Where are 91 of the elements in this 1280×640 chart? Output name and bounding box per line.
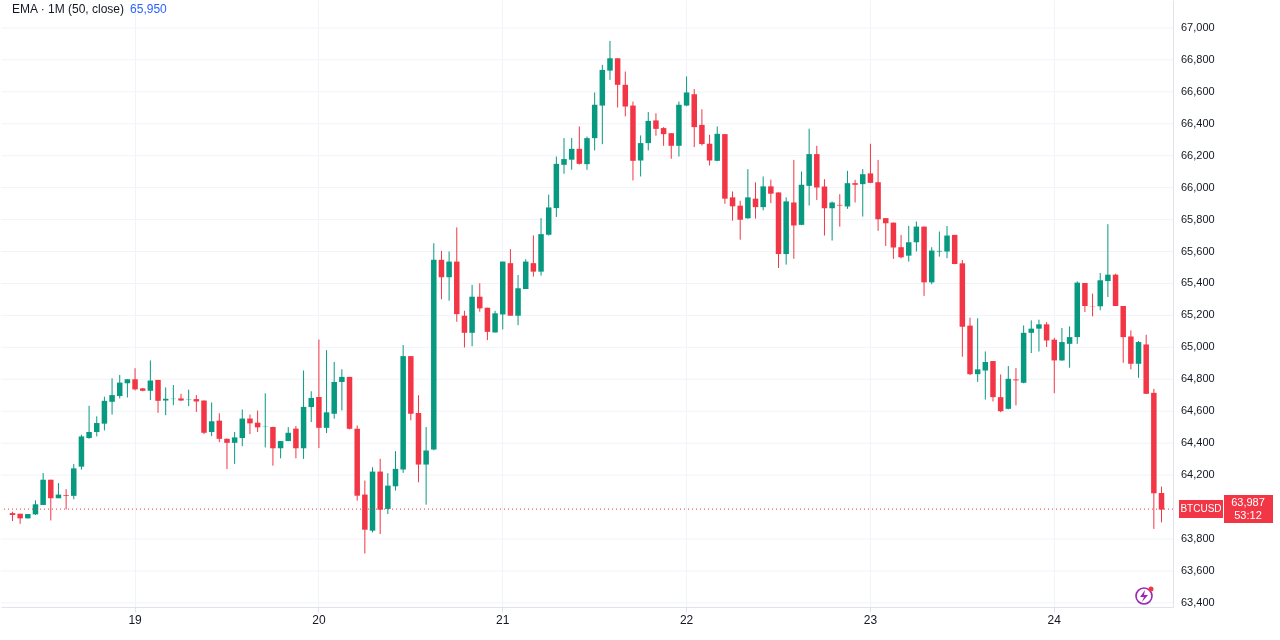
candlestick	[208, 401, 215, 437]
x-tick-label: 22	[679, 612, 694, 627]
y-tick-label: 64,400	[1181, 436, 1215, 449]
x-tick-label: 19	[128, 612, 143, 627]
candlestick	[247, 414, 253, 435]
candlestick	[974, 317, 981, 383]
candlestick	[645, 111, 652, 151]
candlestick	[155, 379, 161, 414]
candlestick	[852, 179, 858, 203]
y-tick-label: 63,800	[1181, 531, 1215, 544]
candlestick	[224, 437, 230, 470]
y-tick-label: 67,000	[1181, 20, 1215, 33]
candlestick	[683, 75, 690, 107]
candlestick	[729, 190, 736, 222]
y-tick-label: 66,200	[1181, 148, 1215, 161]
candlestick	[1036, 319, 1042, 352]
candlestick	[844, 170, 851, 210]
y-tick-label: 64,800	[1181, 372, 1215, 385]
candlestick	[699, 108, 705, 146]
candlestick	[1105, 223, 1111, 298]
candlestick	[860, 168, 866, 218]
candlestick	[477, 282, 483, 313]
candlestick	[109, 377, 115, 416]
candlestick	[94, 415, 100, 437]
candlestick	[1043, 321, 1050, 348]
candlestick	[898, 234, 904, 259]
y-tick-label: 66,600	[1181, 84, 1215, 97]
y-tick-label: 65,000	[1181, 340, 1215, 353]
candlestick	[270, 426, 276, 467]
candlestick	[1013, 367, 1019, 406]
y-tick-label: 65,800	[1181, 212, 1215, 225]
candlestick	[768, 179, 774, 204]
candlestick	[423, 426, 429, 506]
y-tick-label: 66,000	[1181, 180, 1215, 193]
candlestick	[997, 373, 1004, 413]
candlestick	[323, 349, 330, 434]
annotation: EMA · 1M (50, close)	[12, 2, 125, 16]
y-tick-label: 66,800	[1181, 52, 1215, 65]
candlestick	[162, 386, 169, 416]
candlestick	[936, 231, 943, 258]
candlestick	[308, 390, 314, 423]
ref-line-label: BTCUSD	[1180, 503, 1222, 515]
y-tick-label: 66,400	[1181, 116, 1215, 129]
candlestick	[622, 71, 629, 117]
candlestick	[339, 368, 345, 411]
candlestick	[385, 472, 391, 515]
y-tick-label: 65,200	[1181, 308, 1215, 321]
candlestick	[607, 40, 613, 81]
y-tick-label: 64,600	[1181, 404, 1215, 417]
annotation: 65,950	[130, 2, 167, 16]
y-tick-label: 64,200	[1181, 468, 1215, 481]
candlestick	[837, 193, 843, 228]
candlestick	[737, 200, 743, 241]
candlestick	[101, 396, 108, 431]
candlestick	[132, 367, 138, 391]
x-tick-label: 21	[496, 612, 510, 627]
x-tick-label: 23	[863, 612, 878, 627]
candlestick	[745, 168, 751, 220]
candlestick	[905, 225, 912, 263]
candlestick	[791, 159, 797, 260]
candlestick	[124, 378, 131, 398]
candlestick	[530, 234, 537, 278]
y-tick-label: 65,600	[1181, 244, 1215, 257]
candlestick	[86, 405, 92, 440]
candlestick	[576, 125, 583, 165]
text: 53:12	[1234, 508, 1262, 521]
candlestick	[568, 137, 575, 171]
candlestick	[660, 126, 667, 147]
candlestick	[216, 412, 223, 443]
x-tick-label: 24	[1047, 612, 1062, 627]
candlestick	[653, 112, 659, 137]
candlestick	[668, 132, 675, 160]
candlestick	[561, 137, 567, 175]
y-tick-label: 63,400	[1181, 595, 1215, 608]
candlestick	[1135, 340, 1142, 379]
candlestick	[867, 143, 874, 184]
y-tick-label: 63,600	[1181, 563, 1215, 576]
candlestick	[1066, 325, 1073, 369]
candlestick	[1082, 282, 1088, 313]
candlestick	[944, 225, 950, 259]
candlestick	[829, 201, 835, 241]
candlestick	[1059, 327, 1065, 362]
text: 63,987	[1231, 495, 1265, 508]
y-tick-label: 65,400	[1181, 276, 1215, 289]
candlestick	[446, 251, 452, 302]
candlestick	[231, 431, 238, 465]
candlestick	[760, 175, 766, 211]
candlestick	[293, 425, 299, 459]
candlestick	[461, 310, 468, 348]
x-tick-label: 20	[312, 612, 326, 627]
candlestick	[178, 393, 184, 402]
